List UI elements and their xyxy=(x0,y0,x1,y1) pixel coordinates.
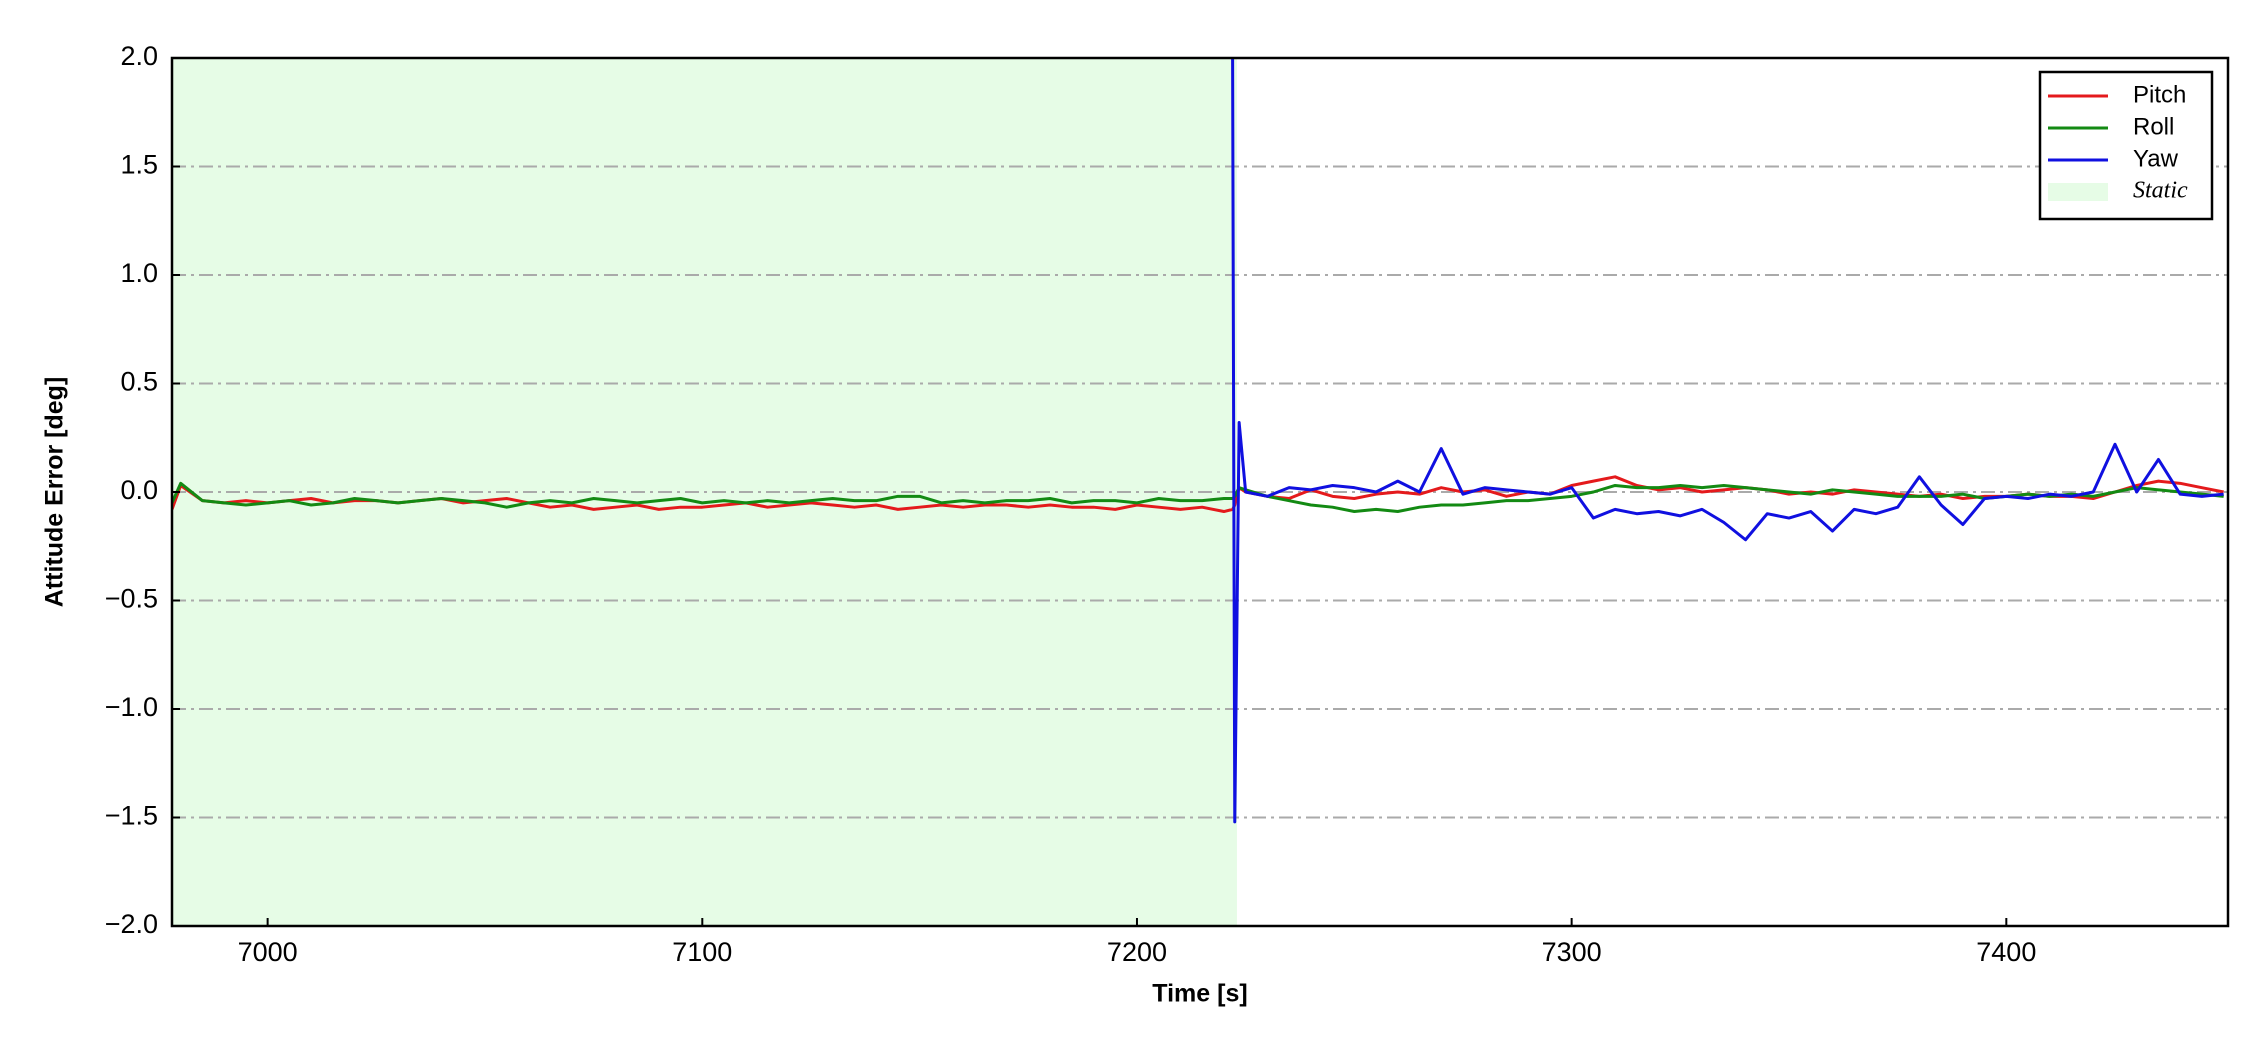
y-tick-label: 0.0 xyxy=(120,475,158,505)
y-tick-label: −1.0 xyxy=(105,692,158,722)
series-line xyxy=(1231,58,2224,824)
series-line xyxy=(172,481,2224,514)
legend-label: Static xyxy=(2133,178,2188,204)
y-tick-label: −0.5 xyxy=(105,584,158,614)
legend-label: Yaw xyxy=(2133,145,2179,172)
y-tick-label: −2.0 xyxy=(105,909,158,939)
legend-label: Pitch xyxy=(2133,81,2186,108)
y-axis-label: Attitude Error [deg] xyxy=(41,377,69,608)
x-tick-label: 7300 xyxy=(1542,937,1602,967)
y-tick-label: 1.0 xyxy=(120,258,158,288)
x-tick-label: 7000 xyxy=(238,937,298,967)
y-tick-label: −1.5 xyxy=(105,801,158,831)
x-tick-label: 7100 xyxy=(672,937,732,967)
y-tick-label: 2.0 xyxy=(120,41,158,71)
series-line xyxy=(172,475,2224,514)
y-tick-label: 0.5 xyxy=(120,367,158,397)
x-axis-label: Time [s] xyxy=(1152,980,1247,1008)
x-tick-label: 7400 xyxy=(1976,937,2036,967)
x-tick-label: 7200 xyxy=(1107,937,1167,967)
y-tick-label: 1.5 xyxy=(120,150,158,180)
legend-swatch xyxy=(2048,183,2108,201)
legend-label: Roll xyxy=(2133,113,2174,140)
